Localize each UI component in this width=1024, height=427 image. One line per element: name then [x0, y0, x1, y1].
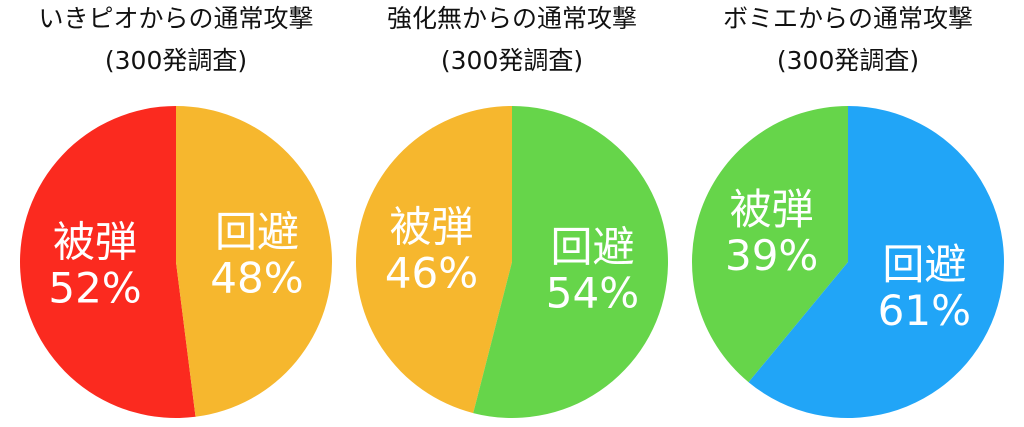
slice-value: 39%	[725, 231, 818, 280]
pie-slice	[748, 106, 1004, 419]
pie-slice	[20, 106, 196, 418]
chart-title: 強化無からの通常攻撃	[387, 4, 637, 33]
slice-category: 回避	[550, 223, 634, 272]
slice-category: 被弾	[53, 218, 137, 267]
slice-value: 48%	[210, 253, 303, 302]
slice-category: 回避	[882, 240, 966, 289]
chart-subtitle: (300発調査)	[441, 46, 583, 75]
slice-value: 46%	[385, 248, 478, 297]
pie-slice	[692, 106, 848, 383]
chart-title: ボミエからの通常攻撃	[723, 4, 973, 33]
slice-value: 61%	[878, 286, 971, 335]
pie-slice	[473, 106, 668, 418]
slice-category: 被弾	[390, 202, 474, 251]
pie-slice	[356, 106, 512, 414]
pie-slice	[176, 106, 333, 417]
chart-title: いきピオからの通常攻撃	[38, 4, 313, 33]
slice-value: 52%	[48, 264, 141, 313]
slice-category: 回避	[215, 207, 299, 256]
slice-category: 被弾	[730, 185, 814, 234]
chart-subtitle: (300発調査)	[105, 46, 247, 75]
chart-subtitle: (300発調査)	[777, 46, 919, 75]
slice-value: 54%	[546, 269, 639, 318]
